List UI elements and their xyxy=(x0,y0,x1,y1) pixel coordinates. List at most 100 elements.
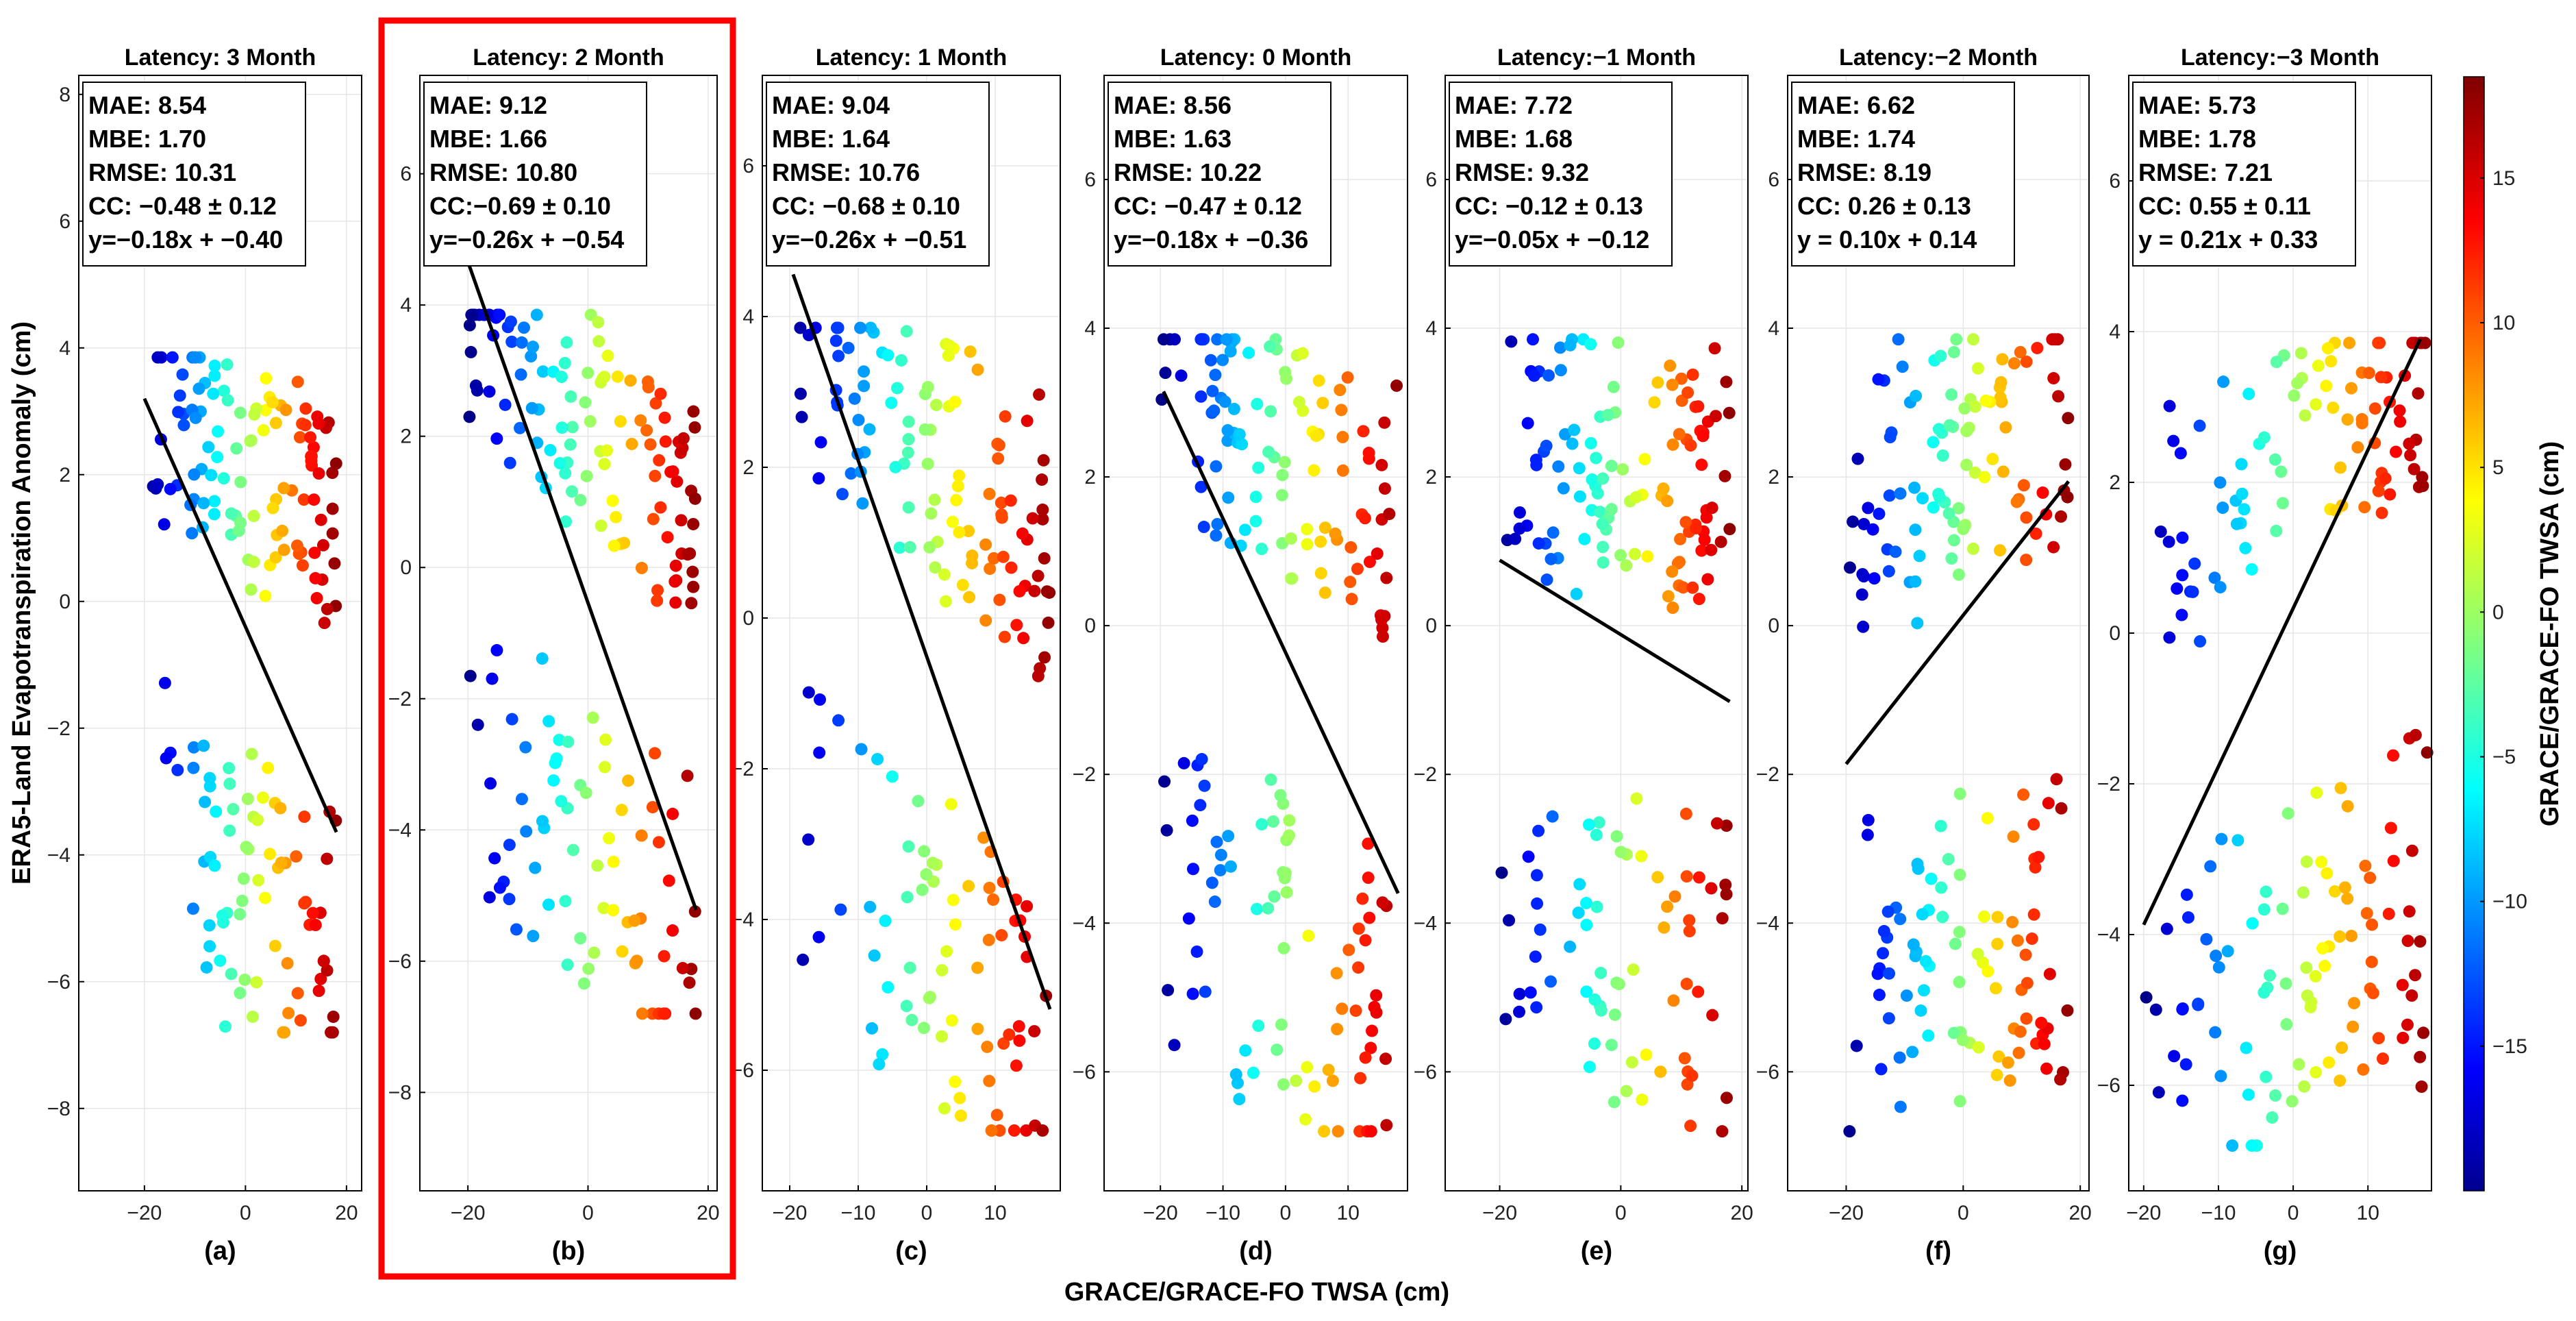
scatter-point xyxy=(555,371,568,384)
scatter-point xyxy=(291,987,304,1000)
scatter-point xyxy=(889,460,902,473)
scatter-point xyxy=(1301,1061,1314,1074)
scatter-point xyxy=(942,339,955,352)
scatter-point xyxy=(1605,503,1618,516)
scatter-point xyxy=(1597,472,1610,485)
scatter-point xyxy=(1570,587,1583,600)
scatter-point xyxy=(2412,387,2425,400)
scatter-point xyxy=(1684,1120,1697,1133)
scatter-point xyxy=(1651,376,1664,389)
scatter-point xyxy=(1362,837,1375,850)
scatter-point xyxy=(1262,445,1275,458)
scatter-point xyxy=(2409,728,2422,741)
scatter-point xyxy=(484,777,497,790)
scatter-point xyxy=(900,1000,913,1013)
scatter-point xyxy=(1936,911,1949,924)
scatter-point xyxy=(597,902,610,915)
scatter-point xyxy=(203,919,216,932)
scatter-point xyxy=(1362,872,1375,885)
scatter-point xyxy=(1312,374,1325,387)
scatter-point xyxy=(1168,333,1181,346)
scatter-point xyxy=(1275,1018,1288,1031)
scatter-point xyxy=(864,321,877,334)
scatter-point xyxy=(2366,918,2379,931)
panel-title: Latency: 3 Month xyxy=(125,45,316,71)
scatter-point xyxy=(1036,503,1049,516)
panel-caption: (a) xyxy=(204,1237,236,1266)
scatter-point xyxy=(503,893,516,906)
scatter-point xyxy=(953,526,966,539)
scatter-point xyxy=(1894,1100,1907,1113)
scatter-point xyxy=(618,536,631,550)
scatter-point xyxy=(1206,384,1219,397)
y-tick-label: 2 xyxy=(1425,466,1437,489)
scatter-point xyxy=(536,652,549,665)
scatter-point xyxy=(197,497,210,510)
scatter-point xyxy=(1590,900,1603,913)
scatter-point xyxy=(483,385,496,398)
scatter-point xyxy=(1010,1059,1023,1072)
scatter-point xyxy=(1280,372,1293,385)
scatter-point xyxy=(671,475,684,488)
scatter-point xyxy=(471,384,484,397)
scatter-point xyxy=(686,565,699,578)
scatter-point xyxy=(1177,756,1190,769)
scatter-point xyxy=(1195,390,1208,403)
scatter-point xyxy=(856,497,869,510)
scatter-point xyxy=(2409,969,2422,982)
scatter-point xyxy=(1723,523,1736,536)
scatter-point xyxy=(1329,527,1342,540)
scatter-point xyxy=(1674,532,1687,545)
scatter-point xyxy=(1236,438,1249,451)
scatter-point xyxy=(1601,408,1614,421)
scatter-point xyxy=(2418,336,2431,349)
scatter-point xyxy=(1628,547,1641,560)
scatter-point xyxy=(2162,535,2175,548)
scatter-point xyxy=(296,559,309,572)
scatter-point xyxy=(2188,557,2201,570)
scatter-point xyxy=(848,392,861,405)
scatter-point xyxy=(1356,892,1369,905)
scatter-point xyxy=(1686,1069,1699,1082)
scatter-point xyxy=(158,676,171,689)
scatter-point xyxy=(2171,582,2184,595)
scatter-point xyxy=(599,761,612,774)
scatter-point xyxy=(1221,424,1234,437)
scatter-point xyxy=(966,556,979,569)
scatter-point xyxy=(520,825,533,838)
scatter-point xyxy=(950,493,963,506)
stats-line: MBE: 1.78 xyxy=(2138,125,2256,153)
scatter-point xyxy=(314,513,327,526)
scatter-point xyxy=(2416,471,2429,484)
scatter-point xyxy=(1194,799,1207,812)
scatter-point xyxy=(1209,369,1222,382)
scatter-point xyxy=(2176,569,2189,582)
scatter-point xyxy=(598,458,611,471)
scatter-point xyxy=(203,940,216,953)
scatter-point xyxy=(628,914,641,927)
scatter-point xyxy=(525,402,538,415)
scatter-point xyxy=(997,1037,1010,1050)
scatter-point xyxy=(1251,397,1264,410)
scatter-point xyxy=(247,510,260,523)
scatter-point xyxy=(317,954,330,967)
panel-title: Latency: 0 Month xyxy=(1160,45,1352,71)
scatter-point xyxy=(1666,565,1679,578)
scatter-points xyxy=(794,321,1056,1137)
scatter-point xyxy=(921,457,934,470)
scatter-point xyxy=(2059,458,2072,471)
scatter-point xyxy=(2268,453,2281,466)
scatter-point xyxy=(1889,545,1902,558)
scatter-point xyxy=(2176,1094,2189,1107)
scatter-point xyxy=(2281,807,2294,820)
scatter-point xyxy=(2401,1018,2414,1031)
scatter-point xyxy=(1873,507,1886,520)
x-tick-label: 0 xyxy=(240,1202,251,1224)
scatter-point xyxy=(211,451,224,464)
x-tick-label: 0 xyxy=(2288,1202,2299,1224)
scatter-point xyxy=(903,961,916,974)
scatter-point xyxy=(525,350,538,363)
scatter-point xyxy=(277,543,290,556)
